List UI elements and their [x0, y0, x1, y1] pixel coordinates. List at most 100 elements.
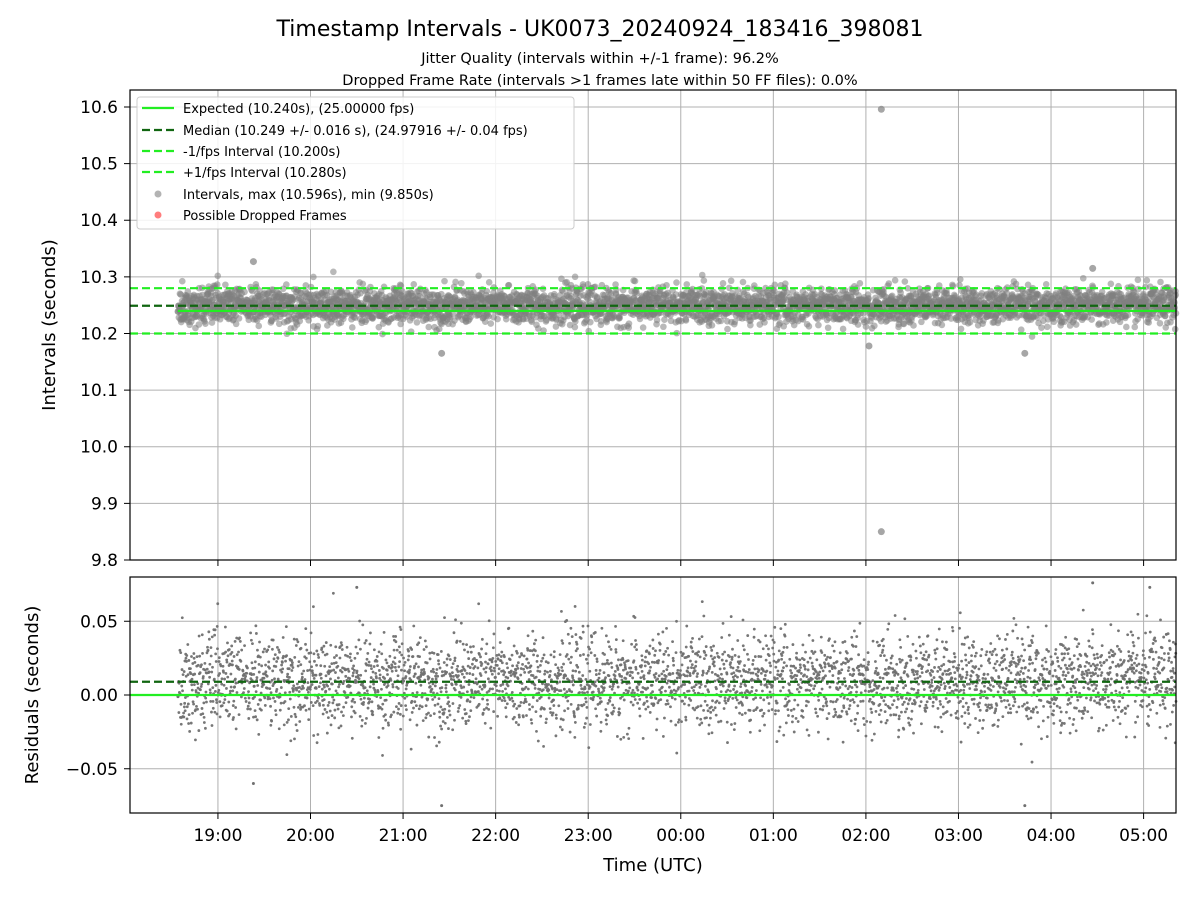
- interval-point: [856, 280, 864, 287]
- residual-point: [445, 670, 449, 674]
- interval-point: [1123, 323, 1130, 331]
- residual-point: [212, 677, 216, 681]
- residual-point: [242, 691, 245, 695]
- residual-point: [238, 636, 241, 640]
- residual-point: [445, 657, 449, 661]
- residual-point: [428, 651, 432, 655]
- residual-point: [239, 659, 243, 663]
- residual-point: [205, 667, 209, 671]
- residual-point: [316, 733, 320, 736]
- residual-point: [364, 669, 368, 673]
- residual-point: [330, 662, 334, 666]
- residual-point: [299, 646, 303, 650]
- residual-point: [209, 691, 212, 695]
- interval-point: [351, 314, 359, 322]
- residual-point: [204, 696, 208, 700]
- interval-point: [698, 271, 706, 279]
- residual-point: [316, 696, 320, 700]
- residual-point: [391, 685, 395, 689]
- residual-point: [293, 656, 297, 659]
- residual-point: [201, 675, 205, 678]
- interval-point: [481, 318, 489, 326]
- residual-point: [328, 709, 332, 713]
- residual-point: [307, 690, 310, 694]
- residual-point: [447, 700, 451, 704]
- residual-point: [410, 648, 414, 651]
- residual-point: [334, 645, 338, 649]
- residual-point: [459, 695, 463, 699]
- interval-point: [625, 320, 633, 327]
- residual-point: [193, 672, 197, 676]
- residual-point: [213, 690, 217, 693]
- residual-point: [399, 704, 403, 707]
- legend-dropped-swatch: [154, 211, 162, 219]
- residual-point: [245, 679, 249, 683]
- interval-point: [607, 290, 615, 297]
- residual-point: [371, 713, 375, 717]
- residual-point: [210, 670, 214, 674]
- y-tick-label: 10.1: [80, 381, 118, 401]
- y-tick-label: 10.5: [80, 155, 118, 175]
- residual-point: [322, 698, 326, 702]
- residual-point: [268, 666, 271, 670]
- residual-point: [324, 641, 328, 644]
- residual-point: [323, 685, 326, 689]
- residual-point: [329, 669, 333, 673]
- residual-point: [350, 715, 353, 719]
- interval-point: [572, 318, 579, 325]
- residual-point: [254, 632, 258, 635]
- residual-point: [183, 701, 187, 705]
- residual-point: [343, 691, 347, 695]
- residual-point: [365, 657, 369, 661]
- residual-point: [383, 677, 387, 680]
- residual-point: [451, 728, 455, 732]
- residual-point: [404, 704, 408, 708]
- residual-point: [397, 702, 401, 705]
- y-tick-label: 10.4: [80, 211, 118, 231]
- residual-point: [189, 721, 193, 725]
- residual-point: [220, 677, 224, 681]
- residual-point: [433, 703, 437, 707]
- residual-point: [247, 690, 250, 694]
- interval-point: [222, 281, 229, 289]
- residual-point: [299, 663, 303, 667]
- y-tick-label: 9.8: [91, 551, 118, 571]
- residual-point: [349, 659, 353, 663]
- residual-point: [244, 700, 248, 703]
- interval-point: [184, 288, 192, 295]
- residual-point: [347, 669, 351, 673]
- residual-point: [386, 684, 390, 687]
- residual-point: [365, 689, 369, 693]
- residual-point: [398, 712, 402, 716]
- interval-point: [441, 277, 448, 285]
- residual-point: [371, 710, 374, 714]
- residual-point: [379, 696, 383, 700]
- residual-point: [281, 636, 285, 639]
- residual-point: [345, 645, 349, 649]
- residual-point: [452, 675, 455, 678]
- residual-point: [438, 666, 442, 670]
- residual-point: [444, 686, 448, 690]
- residual-point: [283, 700, 287, 703]
- interval-outlier-point: [438, 349, 446, 357]
- residual-point: [337, 726, 341, 730]
- residual-point: [274, 713, 278, 717]
- residual-point: [398, 625, 402, 629]
- residual-point: [428, 657, 432, 661]
- residual-point: [424, 716, 428, 720]
- residual-point: [259, 698, 262, 702]
- residual-point: [346, 654, 349, 658]
- residual-point: [279, 701, 283, 705]
- residual-point: [297, 705, 300, 709]
- residual-point: [437, 659, 440, 663]
- residual-point: [253, 709, 257, 713]
- residual-point: [186, 643, 190, 646]
- residual-point: [267, 660, 271, 664]
- residual-point: [363, 686, 367, 690]
- residual-point: [352, 664, 356, 668]
- residual-point: [439, 724, 442, 728]
- residual-point: [263, 704, 267, 707]
- interval-point: [854, 321, 862, 328]
- residual-point: [336, 676, 340, 680]
- residual-point: [357, 677, 361, 681]
